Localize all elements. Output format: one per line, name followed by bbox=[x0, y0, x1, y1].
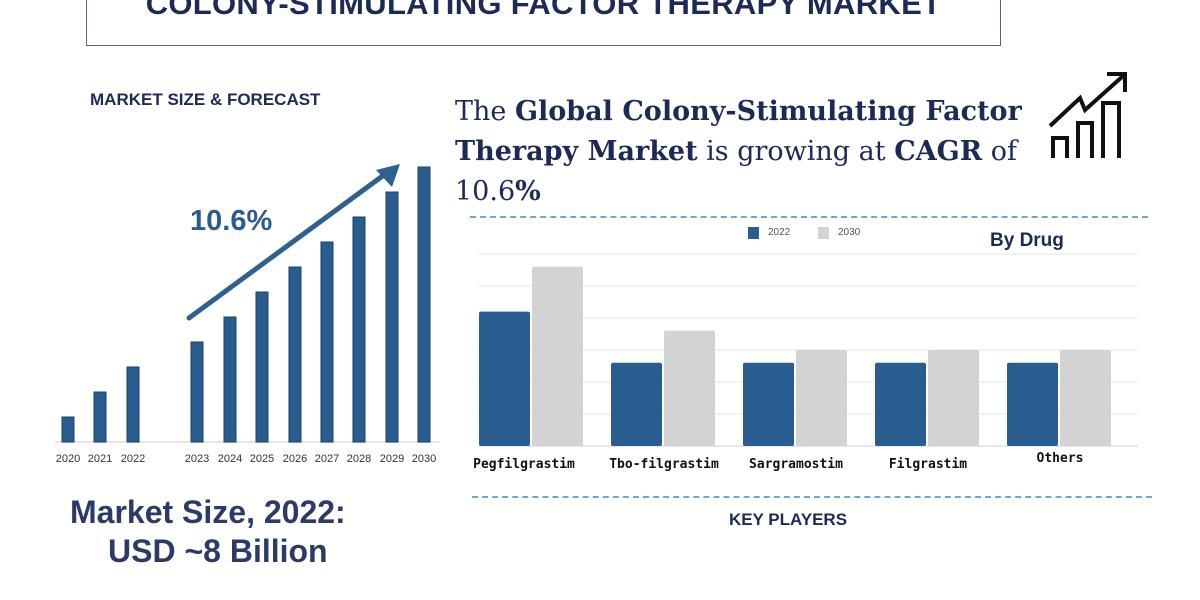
bar-2030 bbox=[417, 166, 431, 443]
bar-2022 bbox=[126, 366, 140, 443]
market-forecast-chart bbox=[55, 164, 440, 443]
by-drug-chart bbox=[478, 253, 1138, 447]
x-tick-label: 2021 bbox=[87, 453, 113, 465]
cagr-annotation: 10.6% bbox=[190, 205, 273, 237]
category-label: Tbo-filgrastim bbox=[609, 457, 719, 472]
bar-2024 bbox=[223, 316, 237, 443]
growth-chart-icon bbox=[1048, 72, 1127, 158]
bar-2023 bbox=[190, 341, 204, 443]
bar-2026 bbox=[288, 266, 302, 443]
market-size-line1: Market Size, 2022: bbox=[70, 494, 346, 530]
bar-others-2022 bbox=[1007, 362, 1058, 446]
bar-filgrastim-2030 bbox=[928, 350, 979, 446]
headline-percent: % bbox=[515, 176, 541, 207]
bar-others-2030 bbox=[1060, 350, 1111, 446]
bar-pegfilgrastim-2030 bbox=[532, 266, 583, 446]
bar-sargramostim-2022 bbox=[743, 362, 794, 446]
page-title: COLONY-STIMULATING FACTOR THERAPY MARKET bbox=[145, 0, 942, 21]
bar-pegfilgrastim-2022 bbox=[479, 311, 530, 446]
category-label: Sargramostim bbox=[749, 457, 843, 472]
market-size-line2: USD ~8 Billion bbox=[108, 533, 328, 569]
bar-sargramostim-2030 bbox=[796, 350, 847, 446]
legend-label-2030: 2030 bbox=[838, 227, 861, 238]
bar-2029 bbox=[385, 191, 399, 443]
divider-top bbox=[470, 216, 1148, 218]
headline-text: of 10.6 bbox=[455, 136, 1017, 207]
bar-2027 bbox=[320, 241, 334, 443]
bar-tbo-filgrastim-2030 bbox=[664, 330, 715, 446]
legend-swatch-2030 bbox=[818, 227, 829, 239]
category-label: Others bbox=[1036, 451, 1084, 466]
trend-arrow-shaft bbox=[186, 169, 391, 321]
x-tick-label: 2026 bbox=[282, 453, 308, 465]
key-players-heading: KEY PLAYERS bbox=[728, 510, 848, 529]
headline-text: The bbox=[455, 96, 515, 127]
x-tick-label: 2029 bbox=[379, 453, 405, 465]
title-box bbox=[86, 0, 1001, 46]
headline-market-name: Global Colony-Stimulating Factor Therapy… bbox=[455, 96, 1022, 167]
category-label: Filgrastim bbox=[888, 457, 968, 472]
x-tick-label: 2030 bbox=[411, 453, 437, 465]
headline: The Global Colony-Stimulating Factor The… bbox=[455, 92, 1055, 212]
market-size-forecast-heading: MARKET SIZE & FORECAST bbox=[90, 90, 321, 109]
bar-2028 bbox=[352, 216, 366, 443]
trend-arrow-icon bbox=[376, 164, 400, 187]
bar-filgrastim-2022 bbox=[875, 362, 926, 446]
headline-cagr: CAGR bbox=[894, 136, 983, 167]
category-label: Pegfilgrastim bbox=[473, 457, 575, 472]
x-tick-label: 2023 bbox=[184, 453, 210, 465]
x-tick-label: 2025 bbox=[249, 453, 275, 465]
x-tick-label: 2024 bbox=[217, 453, 243, 465]
x-tick-label: 2028 bbox=[346, 453, 372, 465]
divider-bottom bbox=[472, 496, 1152, 498]
x-tick-label: 2027 bbox=[314, 453, 340, 465]
chart-title-by-drug: By Drug bbox=[990, 230, 1064, 251]
legend-label-2022: 2022 bbox=[768, 227, 791, 238]
bar-2020 bbox=[61, 416, 75, 443]
bar-2021 bbox=[93, 391, 107, 443]
x-tick-label: 2020 bbox=[55, 453, 81, 465]
legend-swatch-2022 bbox=[748, 227, 759, 239]
headline-text: is growing at bbox=[697, 136, 895, 167]
bar-2025 bbox=[255, 291, 269, 443]
bar-tbo-filgrastim-2022 bbox=[611, 362, 662, 446]
x-tick-label: 2022 bbox=[120, 453, 146, 465]
